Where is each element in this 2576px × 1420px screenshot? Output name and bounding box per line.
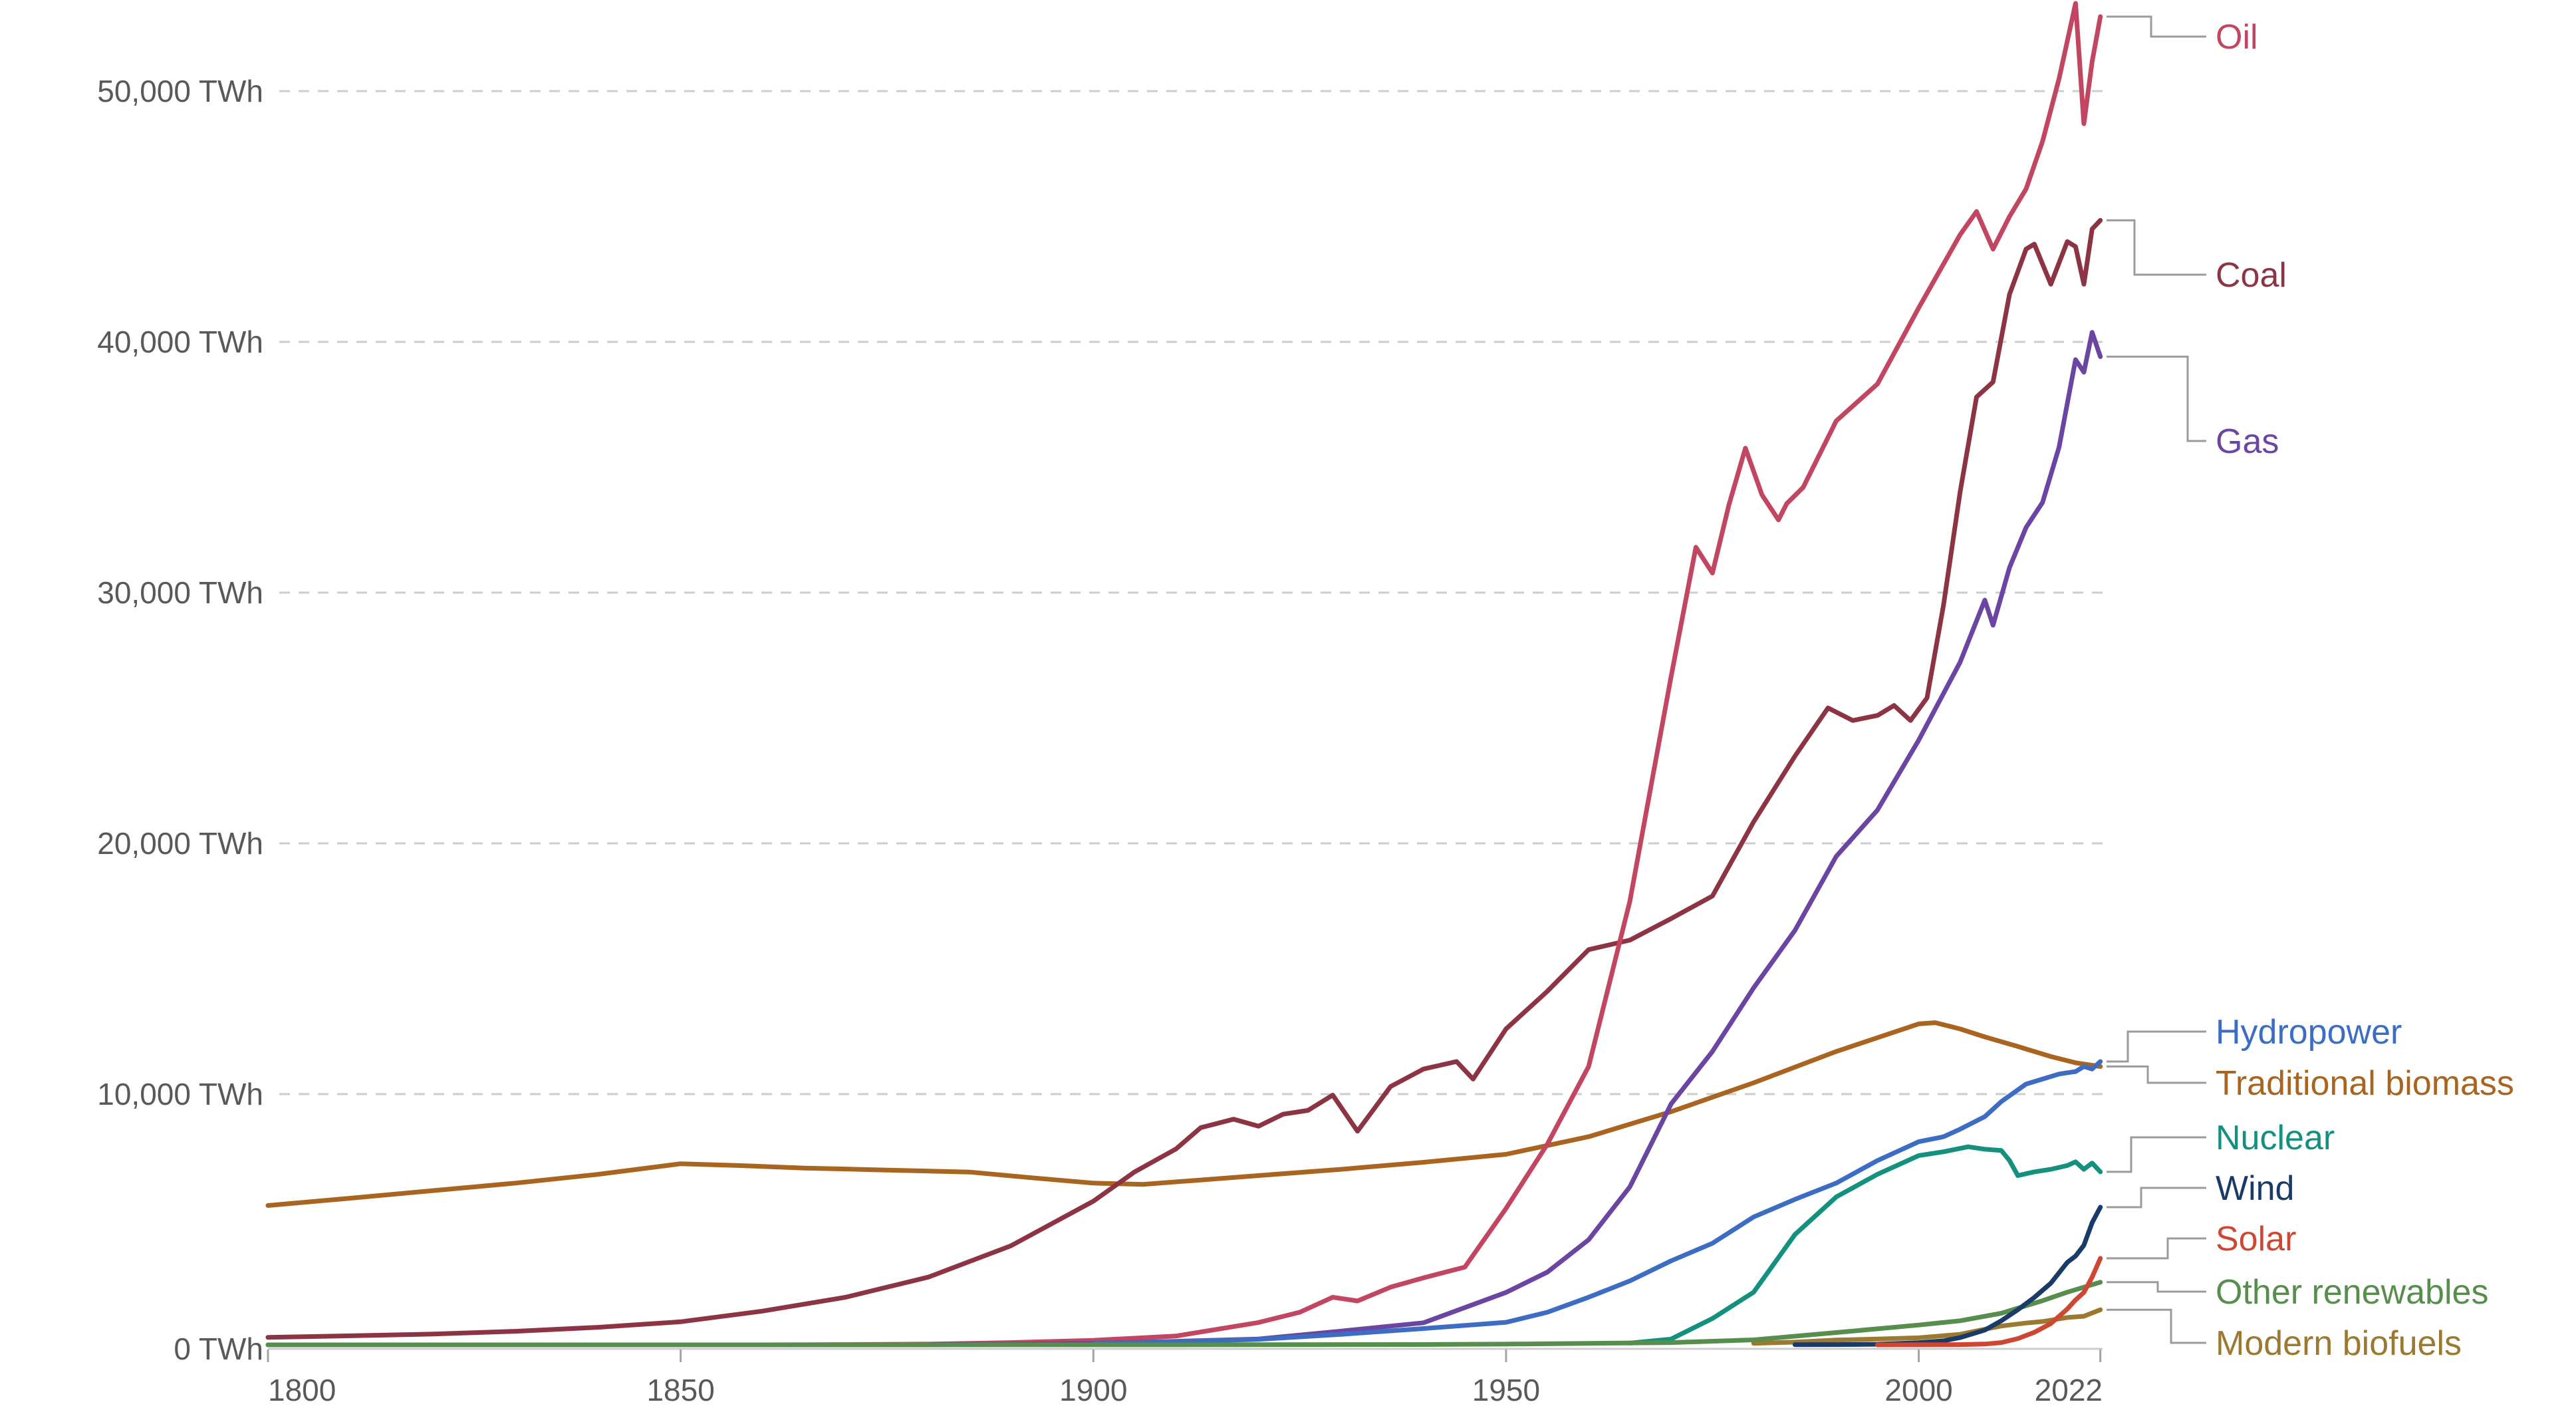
series-line-oil[interactable]: [265, 1, 2103, 1348]
leader-line-other_renewables: [2107, 1281, 2206, 1293]
x-axis-label-1900: 1900: [1059, 1373, 1127, 1407]
leader-line-nuclear: [2107, 1136, 2206, 1173]
x-axis-label-2022: 2022: [2035, 1373, 2103, 1407]
leader-line-coal: [2107, 219, 2206, 276]
x-axis-label-2000: 2000: [1884, 1373, 1952, 1407]
leader-line-gas: [2107, 355, 2206, 442]
series-line-other_renewables[interactable]: [265, 1280, 2103, 1348]
series-label-solar[interactable]: Solar: [2216, 1220, 2296, 1258]
leader-line-wind: [2107, 1187, 2206, 1208]
leader-line-modern_biofuels: [2107, 1308, 2206, 1344]
series-label-traditional_biomass[interactable]: Traditional biomass: [2216, 1064, 2514, 1103]
series-line-hydropower[interactable]: [1091, 1059, 2103, 1346]
y-axis-label-10000: 10,000 TWh: [97, 1077, 263, 1111]
leader-line-solar: [2107, 1237, 2206, 1260]
series-label-nuclear[interactable]: Nuclear: [2216, 1119, 2335, 1157]
series-line-nuclear[interactable]: [1627, 1144, 2103, 1346]
series-label-oil[interactable]: Oil: [2216, 18, 2258, 57]
series-line-solar[interactable]: [1875, 1256, 2103, 1348]
y-axis-label-0: 0 TWh: [174, 1332, 263, 1366]
y-axis-label-20000: 20,000 TWh: [97, 826, 263, 861]
series-label-other_renewables[interactable]: Other renewables: [2216, 1273, 2488, 1312]
y-axis-label-50000: 50,000 TWh: [97, 74, 263, 108]
series-line-traditional_biomass[interactable]: [265, 1020, 2103, 1208]
series-label-gas[interactable]: Gas: [2216, 422, 2279, 461]
series-label-hydropower[interactable]: Hydropower: [2216, 1013, 2402, 1052]
leader-line-oil: [2107, 15, 2206, 38]
x-axis-label-1800: 1800: [268, 1373, 336, 1407]
y-axis-label-40000: 40,000 TWh: [97, 325, 263, 359]
gridlines: [268, 90, 2103, 1350]
series-line-coal[interactable]: [265, 217, 2103, 1340]
series-label-modern_biofuels[interactable]: Modern biofuels: [2216, 1324, 2462, 1363]
leader-line-hydropower: [2107, 1030, 2206, 1063]
y-axis-label-30000: 30,000 TWh: [97, 575, 263, 610]
x-axis-label-1850: 1850: [646, 1373, 714, 1407]
series-label-wind[interactable]: Wind: [2216, 1169, 2294, 1208]
series-label-coal[interactable]: Coal: [2216, 256, 2287, 295]
x-axis-label-1950: 1950: [1472, 1373, 1540, 1407]
leader-line-traditional_biomass: [2107, 1065, 2206, 1084]
